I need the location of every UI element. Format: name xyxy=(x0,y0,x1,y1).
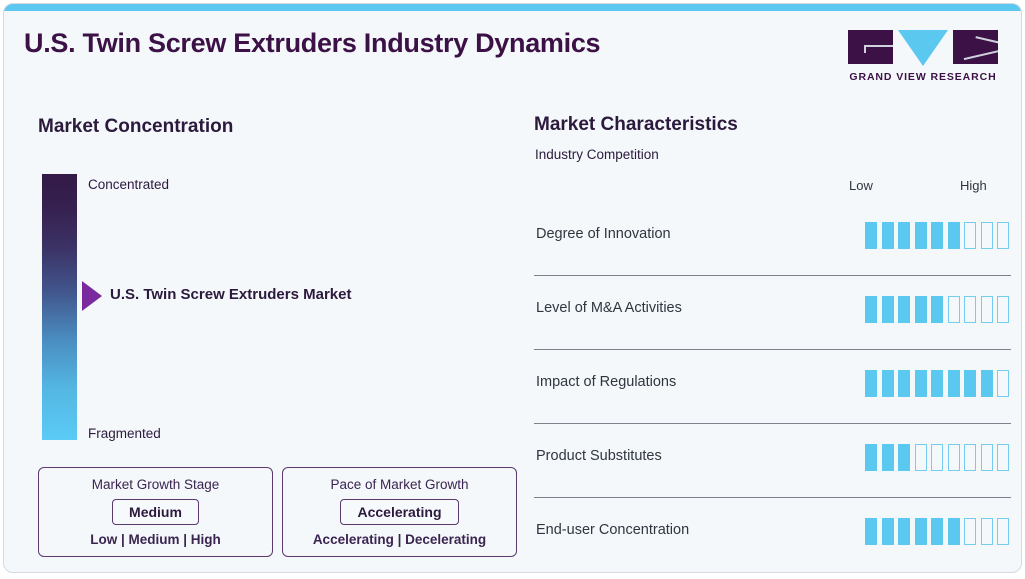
meter-segment-filled xyxy=(881,222,894,249)
meter-segment-filled xyxy=(914,296,927,323)
meter-segment-filled xyxy=(865,518,877,545)
meter-scale-low-label: Low xyxy=(849,178,873,193)
logo-r-block-icon xyxy=(953,30,998,64)
market-characteristics-title: Market Characteristics xyxy=(534,114,738,135)
market-position-pointer-icon xyxy=(82,281,102,311)
characteristic-row: End-user Concentration xyxy=(534,498,1011,571)
top-accent-bar xyxy=(4,4,1021,11)
characteristic-row: Degree of Innovation xyxy=(534,202,1011,276)
meter-segment-filled xyxy=(964,370,976,397)
meter-segment-filled xyxy=(865,222,877,249)
meter-segment-empty xyxy=(997,222,1009,249)
meter-segment-empty xyxy=(964,518,976,545)
characteristic-meter xyxy=(865,370,1009,397)
meter-segment-filled xyxy=(914,518,927,545)
header: U.S. Twin Screw Extruders Industry Dynam… xyxy=(4,11,1021,89)
page-title: U.S. Twin Screw Extruders Industry Dynam… xyxy=(24,28,601,58)
meter-segment-filled xyxy=(865,370,877,397)
meter-segment-filled xyxy=(898,370,910,397)
infographic-card: U.S. Twin Screw Extruders Industry Dynam… xyxy=(3,3,1022,573)
characteristic-row: Product Substitutes xyxy=(534,424,1011,498)
market-concentration-panel: Market Concentration Concentrated Fragme… xyxy=(4,89,517,572)
meter-segment-filled xyxy=(865,444,877,471)
meter-segment-filled xyxy=(881,370,894,397)
characteristic-row: Impact of Regulations xyxy=(534,350,1011,424)
characteristic-label: Impact of Regulations xyxy=(536,374,677,390)
characteristic-meter xyxy=(865,444,1009,471)
meter-segment-empty xyxy=(947,444,960,471)
characteristic-row: Level of M&A Activities xyxy=(534,276,1011,350)
meter-segment-empty xyxy=(997,444,1009,471)
stat-title: Pace of Market Growth xyxy=(330,477,469,492)
stat-scale: Low | Medium | High xyxy=(90,532,221,547)
meter-segment-empty xyxy=(997,370,1009,397)
market-concentration-title: Market Concentration xyxy=(38,116,234,137)
meter-segment-filled xyxy=(947,518,960,545)
meter-segment-filled xyxy=(898,296,910,323)
stat-value-badge: Medium xyxy=(112,499,199,525)
meter-segment-filled xyxy=(881,444,894,471)
stat-scale: Accelerating | Decelerating xyxy=(312,532,487,547)
meter-segment-filled xyxy=(947,370,960,397)
meter-segment-filled xyxy=(931,222,943,249)
meter-segment-filled xyxy=(865,296,877,323)
characteristic-meter xyxy=(865,518,1009,545)
grand-view-research-logo: GRAND VIEW RESEARCH xyxy=(848,30,998,83)
stat-box-pace-of-market-growth: Pace of Market Growth Accelerating Accel… xyxy=(282,467,517,557)
characteristic-label: Level of M&A Activities xyxy=(536,300,682,316)
scale-label-fragmented: Fragmented xyxy=(88,426,161,441)
stat-value-badge: Accelerating xyxy=(340,499,459,525)
characteristic-meter xyxy=(865,296,1009,323)
meter-segment-empty xyxy=(964,444,976,471)
characteristic-label: Product Substitutes xyxy=(536,448,662,464)
meter-segment-filled xyxy=(931,296,943,323)
market-characteristics-subtitle: Industry Competition xyxy=(535,147,659,162)
characteristic-label: Degree of Innovation xyxy=(536,226,671,242)
meter-segment-empty xyxy=(964,222,976,249)
characteristic-meter xyxy=(865,222,1009,249)
meter-segment-empty xyxy=(997,518,1009,545)
meter-segment-filled xyxy=(881,518,894,545)
stat-boxes: Market Growth Stage Medium Low | Medium … xyxy=(38,467,517,557)
meter-segment-empty xyxy=(997,296,1009,323)
market-position-label: U.S. Twin Screw Extruders Market xyxy=(110,286,352,303)
stat-box-market-growth-stage: Market Growth Stage Medium Low | Medium … xyxy=(38,467,273,557)
logo-g-block-icon xyxy=(848,30,893,64)
stat-title: Market Growth Stage xyxy=(91,477,220,492)
meter-segment-empty xyxy=(947,296,960,323)
meter-segment-filled xyxy=(980,370,993,397)
meter-segment-empty xyxy=(931,444,943,471)
characteristics-rows: Degree of Innovation Level of M&A Activit… xyxy=(534,202,1011,571)
logo-marks xyxy=(848,30,998,66)
meter-segment-filled xyxy=(898,444,910,471)
logo-wordmark: GRAND VIEW RESEARCH xyxy=(849,71,997,83)
concentration-gradient-bar xyxy=(42,174,77,440)
scale-label-concentrated: Concentrated xyxy=(88,177,170,192)
meter-segment-filled xyxy=(898,222,910,249)
meter-segment-filled xyxy=(914,370,927,397)
logo-v-triangle-icon xyxy=(898,30,948,66)
meter-scale-high-label: High xyxy=(960,178,987,193)
meter-segment-empty xyxy=(980,222,993,249)
meter-segment-empty xyxy=(914,444,927,471)
meter-segment-filled xyxy=(898,518,910,545)
meter-segment-filled xyxy=(881,296,894,323)
meter-segment-empty xyxy=(980,518,993,545)
meter-segment-empty xyxy=(980,444,993,471)
market-characteristics-panel: Market Characteristics Industry Competit… xyxy=(516,89,1021,572)
meter-segment-filled xyxy=(914,222,927,249)
meter-segment-empty xyxy=(964,296,976,323)
characteristic-label: End-user Concentration xyxy=(536,522,690,538)
meter-segment-empty xyxy=(980,296,993,323)
meter-segment-filled xyxy=(947,222,960,249)
meter-segment-filled xyxy=(931,370,943,397)
meter-segment-filled xyxy=(931,518,943,545)
